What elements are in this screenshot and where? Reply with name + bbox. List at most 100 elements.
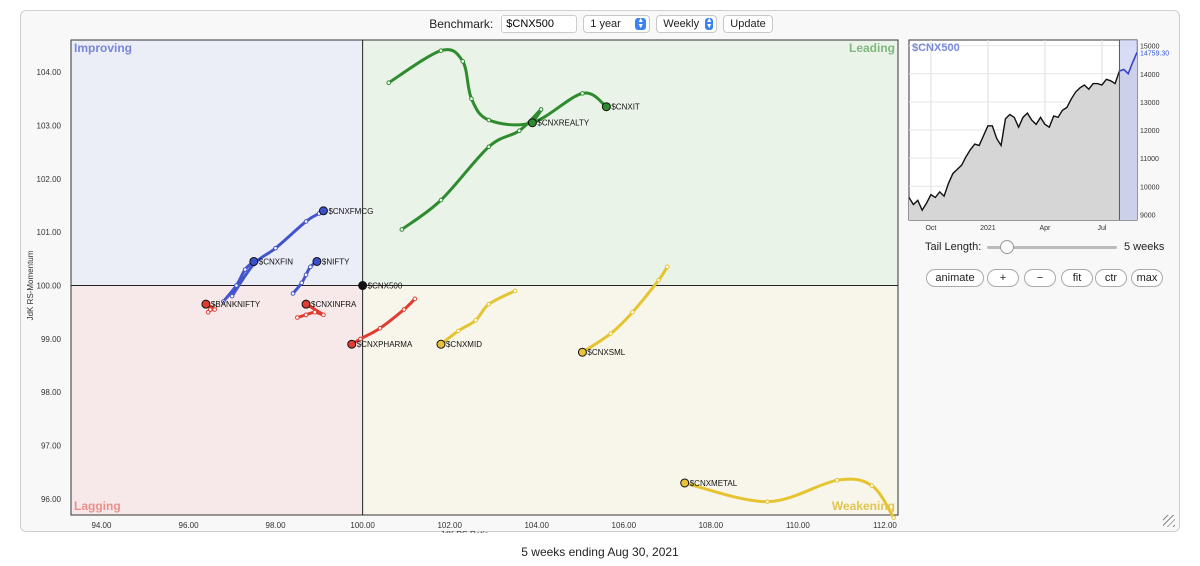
tail-line bbox=[221, 259, 256, 304]
tail-line bbox=[387, 48, 608, 127]
tail-point bbox=[469, 96, 474, 102]
zoom-out-button[interactable]: − bbox=[1024, 269, 1056, 287]
animate-button[interactable]: animate bbox=[926, 269, 984, 287]
select-arrows-icon: ▲ ▼ bbox=[705, 17, 714, 30]
tail-point bbox=[765, 499, 770, 504]
series-cnxmid: $CNXMID bbox=[436, 288, 518, 349]
x-tick-label: 98.00 bbox=[266, 521, 287, 530]
tail-point bbox=[303, 272, 309, 278]
benchmark-y-tick-label: 12000 bbox=[1140, 128, 1160, 135]
tail-point bbox=[234, 283, 239, 288]
chart-caption: 5 weeks ending Aug 30, 2021 bbox=[521, 545, 679, 559]
tail-point bbox=[303, 219, 309, 224]
benchmark-y-tick-label: 10000 bbox=[1140, 184, 1160, 191]
center-button[interactable]: ctr bbox=[1095, 269, 1127, 287]
tail-point bbox=[486, 301, 492, 307]
head-point bbox=[577, 347, 587, 357]
benchmark-area bbox=[909, 52, 1137, 221]
slider-knob[interactable] bbox=[999, 240, 1014, 254]
series-cnxpharma: $CNXPHARMA bbox=[347, 296, 418, 349]
x-tick-label: 104.00 bbox=[524, 521, 549, 530]
toolbar: Benchmark: 1 year ▲▼ Weekly ▲▼ Update bbox=[21, 13, 1181, 35]
tail-point bbox=[207, 307, 213, 312]
tail-point bbox=[242, 267, 248, 272]
tail-point bbox=[486, 117, 492, 123]
series-label: $CNXPHARMA bbox=[357, 340, 413, 349]
benchmark-x-tick-label: Jul bbox=[1097, 225, 1106, 232]
tail-point bbox=[438, 197, 444, 203]
interval-select-value: Weekly bbox=[663, 18, 700, 30]
series-cnx500: $CNX500 bbox=[358, 281, 403, 291]
benchmark-x-tick-label: Apr bbox=[1039, 225, 1051, 232]
y-axis-label: JdK RS-Momentum bbox=[26, 250, 35, 320]
y-tick-label: 104.00 bbox=[37, 68, 62, 77]
zoom-in-button[interactable]: + bbox=[987, 269, 1019, 287]
benchmark-label: Benchmark: bbox=[429, 17, 494, 31]
tail-point bbox=[295, 315, 300, 320]
tail-point bbox=[299, 280, 304, 286]
benchmark-y-tick-label: 14000 bbox=[1140, 72, 1160, 79]
resize-grip-icon[interactable] bbox=[1163, 515, 1175, 527]
series-label: $CNXINFRA bbox=[311, 300, 357, 309]
head-point bbox=[601, 102, 611, 112]
fit-button[interactable]: fit bbox=[1061, 269, 1093, 287]
interval-select[interactable]: Weekly ▲ ▼ bbox=[656, 15, 718, 33]
tail-point bbox=[386, 80, 392, 85]
tail-point bbox=[608, 331, 614, 336]
y-tick-label: 97.00 bbox=[41, 442, 62, 451]
period-select[interactable]: 1 year ▲ ▼ bbox=[583, 15, 651, 33]
series-label: $CNXFIN bbox=[259, 257, 293, 266]
series-label: $CNXFMCG bbox=[328, 207, 373, 216]
tail-point bbox=[512, 288, 518, 294]
x-tick-label: 112.00 bbox=[873, 521, 897, 530]
series-label: $CNXREALTY bbox=[537, 119, 590, 128]
tail-point bbox=[834, 478, 840, 483]
tail-point bbox=[869, 483, 875, 488]
quadrant-lagging bbox=[71, 285, 363, 515]
tail-point bbox=[656, 277, 661, 283]
select-arrows-icon: ▲ ▼ bbox=[635, 17, 647, 30]
quadrant-label-lagging: Lagging bbox=[74, 499, 121, 513]
tail-point bbox=[229, 293, 235, 299]
x-tick-label: 100.00 bbox=[350, 521, 375, 530]
benchmark-line-recent bbox=[1119, 52, 1138, 76]
series-nifty: $NIFTY bbox=[290, 256, 350, 296]
series-label: $NIFTY bbox=[322, 257, 350, 266]
rrg-chart: Improving Leading Weakening Lagging 94.00 96.… bbox=[26, 39, 1169, 533]
head-point bbox=[249, 256, 259, 266]
benchmark-y-tick-label: 9000 bbox=[1140, 212, 1156, 219]
benchmark-x-tick-label: 2021 bbox=[980, 225, 996, 232]
benchmark-x-tick-label: Oct bbox=[925, 225, 936, 232]
head-point bbox=[347, 339, 357, 349]
y-tick-label: 96.00 bbox=[41, 495, 62, 504]
tail-length-slider[interactable] bbox=[987, 240, 1117, 254]
x-tick-label: 102.00 bbox=[437, 521, 462, 530]
tail-window-highlight bbox=[1119, 40, 1137, 220]
tail-point bbox=[665, 264, 670, 270]
series-cnxfin: $CNXFIN bbox=[221, 256, 293, 304]
x-tick-label: 106.00 bbox=[612, 521, 637, 530]
max-button[interactable]: max bbox=[1131, 269, 1163, 287]
quadrant-leading bbox=[362, 40, 898, 286]
tail-point bbox=[412, 296, 418, 302]
benchmark-title: $CNX500 bbox=[912, 42, 960, 54]
benchmark-input[interactable] bbox=[501, 15, 578, 33]
x-tick-label: 94.00 bbox=[91, 521, 112, 530]
update-button[interactable]: Update bbox=[723, 15, 773, 33]
series-cnxinfra: $CNXINFRA bbox=[295, 299, 357, 320]
tail-point bbox=[358, 336, 363, 342]
tail-point bbox=[303, 312, 309, 318]
series-label: $CNXMID bbox=[446, 340, 482, 349]
tail-point bbox=[486, 144, 492, 150]
x-axis-label: JdK RS-Ratio bbox=[440, 530, 489, 533]
series-label: $CNXIT bbox=[611, 103, 640, 112]
y-tick-label: 99.00 bbox=[41, 335, 62, 344]
tail-point bbox=[891, 515, 896, 520]
benchmark-last-value: 14759.30 bbox=[1140, 50, 1169, 57]
quadrant-improving bbox=[71, 40, 363, 286]
tail-point bbox=[273, 245, 278, 251]
series-cnxfmcg: $CNXFMCG bbox=[229, 206, 373, 299]
tail-point bbox=[580, 91, 585, 96]
series-cnxrealty: $CNXREALTY bbox=[399, 107, 590, 232]
head-point bbox=[201, 299, 211, 309]
